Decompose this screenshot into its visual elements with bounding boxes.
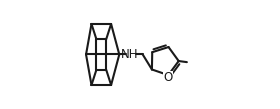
Text: NH: NH — [121, 48, 138, 61]
Text: O: O — [164, 71, 173, 84]
